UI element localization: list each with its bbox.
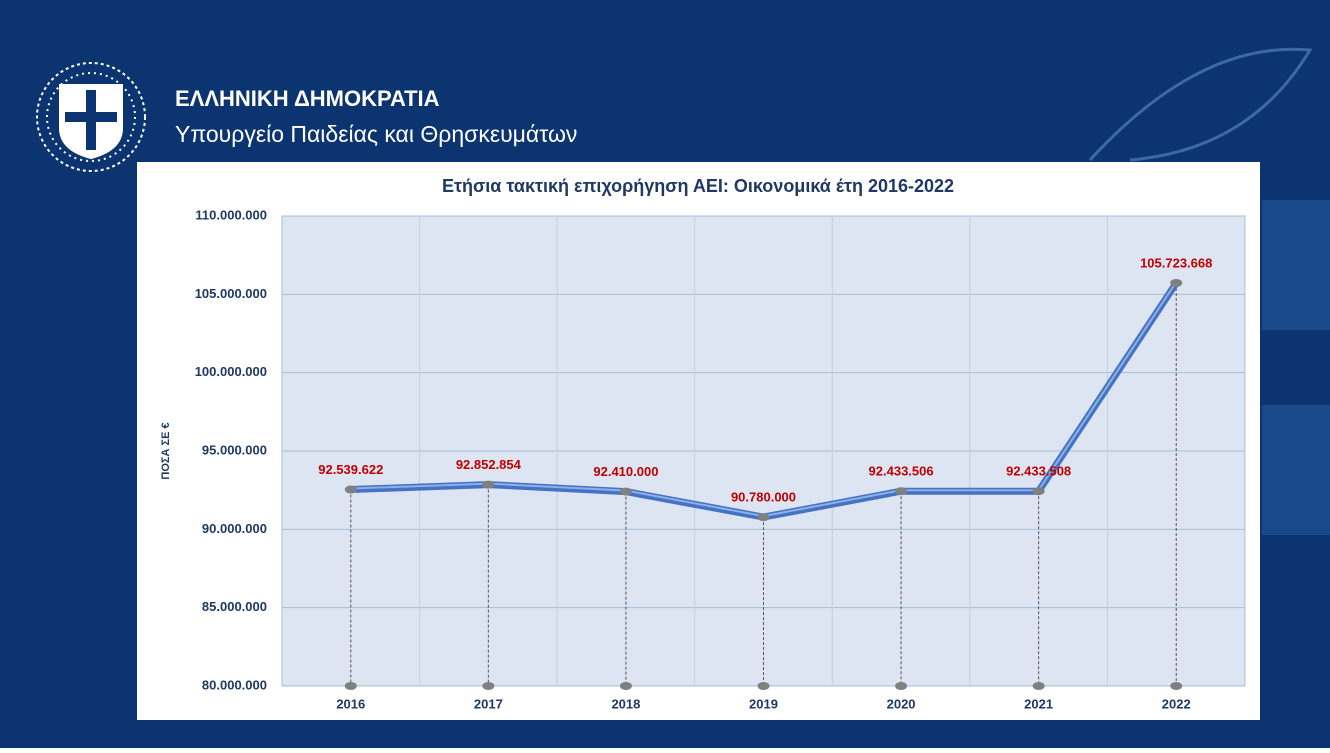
x-tick-label: 2021 [1024, 696, 1053, 711]
y-tick-label: 110.000.000 [195, 207, 267, 222]
decoration [1088, 47, 1330, 535]
x-tick-label: 2022 [1162, 696, 1191, 711]
x-tick-label: 2019 [749, 696, 778, 711]
point [619, 487, 632, 496]
y-tick-label: 105.000.000 [195, 286, 267, 301]
emblem [36, 62, 146, 172]
x-tick-label: 2018 [611, 696, 640, 711]
y-tick-label: 100.000.000 [195, 364, 267, 379]
base-point [619, 682, 632, 690]
value-label: 92.410.000 [593, 464, 658, 479]
header-subtitle: Υπουργείο Παιδείας και Θρησκευμάτων [175, 121, 577, 147]
header-title: ΕΛΛΗΝΙΚΗ ΔΗΜΟΚΡΑΤΙΑ [175, 86, 440, 111]
point [1032, 487, 1045, 496]
point [482, 480, 495, 489]
point [895, 487, 908, 496]
base-point [344, 682, 357, 690]
base-point [757, 682, 770, 690]
value-label: 90.780.000 [731, 490, 796, 505]
point [1170, 278, 1183, 287]
value-label: 92.852.854 [456, 457, 522, 472]
x-tick-label: 2020 [887, 696, 916, 711]
base-point [482, 682, 495, 690]
point [344, 485, 357, 494]
x-tick-label: 2016 [336, 696, 365, 711]
x-tick-label: 2017 [474, 696, 503, 711]
y-tick-label: 85.000.000 [202, 599, 267, 614]
y-axis-label: ΠΟΣΑ ΣΕ € [160, 422, 172, 479]
base-point [1032, 682, 1045, 690]
base-point [1170, 682, 1183, 690]
plot: 80.000.000 85.000.000 90.000.000 95.000.000… [195, 207, 1245, 711]
value-label: 92.433.508 [1006, 464, 1071, 479]
value-label: 92.539.622 [318, 462, 383, 477]
point [757, 513, 770, 522]
chart-title: Ετήσια τακτική επιχορήγηση ΑΕΙ: Οικονομι… [442, 176, 954, 196]
y-tick-label: 95.000.000 [202, 442, 267, 457]
y-tick-label: 90.000.000 [202, 521, 267, 536]
value-label: 92.433.506 [869, 464, 934, 479]
value-label: 105.723.668 [1140, 255, 1212, 270]
base-point [895, 682, 908, 690]
y-tick-label: 80.000.000 [202, 677, 267, 692]
